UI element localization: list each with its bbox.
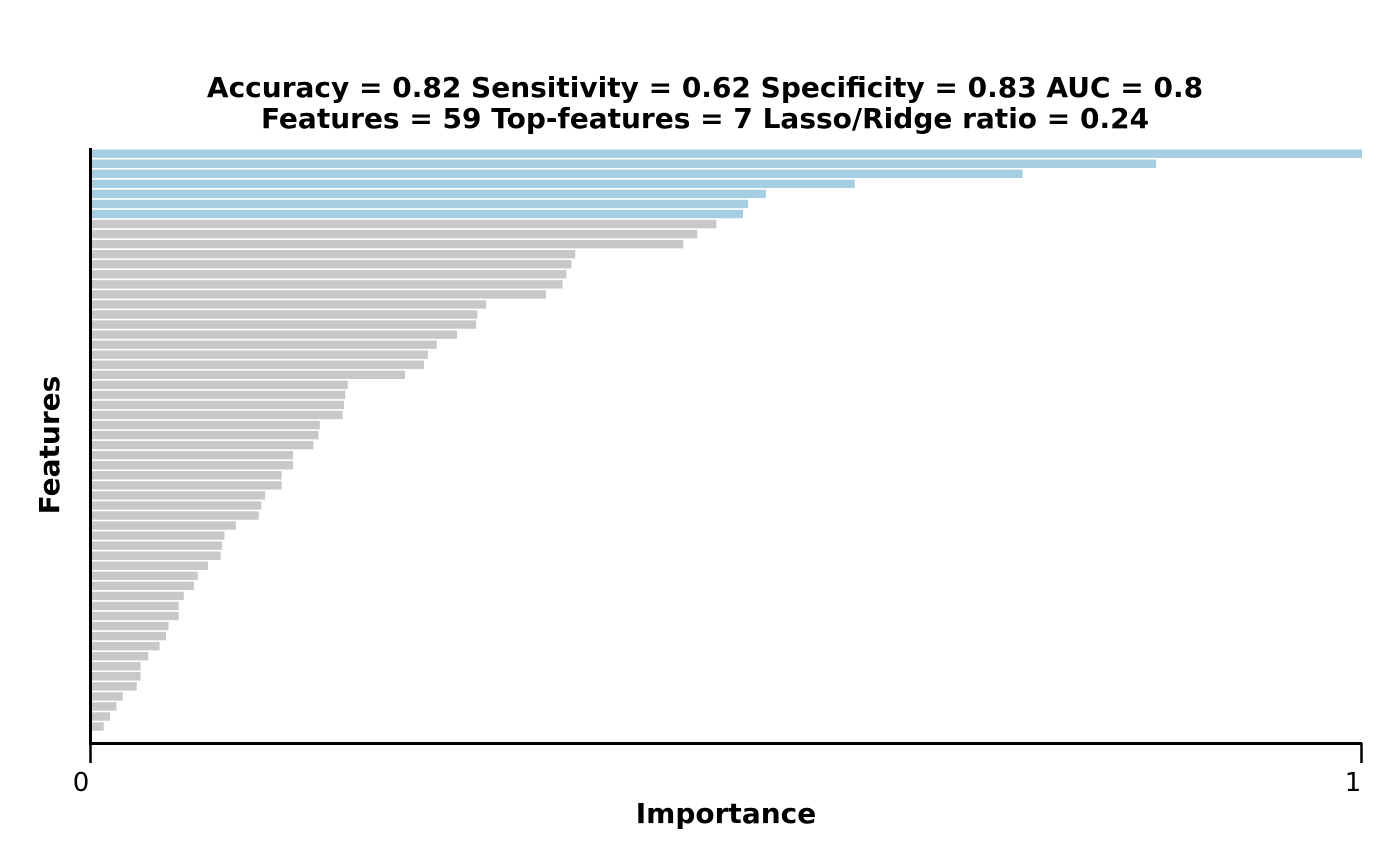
bar-43 <box>91 571 198 580</box>
bar-34 <box>91 481 282 490</box>
chart-title-line-2: Features = 59 Top-features = 7 Lasso/Rid… <box>261 102 1149 135</box>
bar-32 <box>91 461 294 470</box>
bar-47 <box>91 611 179 621</box>
bar-12 <box>91 260 572 269</box>
bar-24 <box>91 380 348 390</box>
bar-9 <box>91 229 698 239</box>
bar-20 <box>91 340 437 349</box>
bar-4 <box>91 179 855 189</box>
x-tick-label-1: 1 <box>1345 768 1362 798</box>
bar-33 <box>91 471 282 480</box>
y-axis-label: Features <box>33 376 66 515</box>
bar-25 <box>91 390 346 400</box>
bar-40 <box>91 541 222 550</box>
bar-27 <box>91 410 343 420</box>
bar-58 <box>91 722 104 731</box>
bar-19 <box>91 330 458 339</box>
bar-52 <box>91 662 141 671</box>
bar-50 <box>91 641 160 651</box>
bar-21 <box>91 350 428 359</box>
bar-23 <box>91 370 405 379</box>
bar-22 <box>91 360 424 369</box>
bar-18 <box>91 320 477 329</box>
bar-36 <box>91 501 262 510</box>
bar-1 <box>91 149 1362 158</box>
bar-51 <box>91 652 149 661</box>
x-tick-label-0: 0 <box>73 768 90 798</box>
bar-48 <box>91 621 169 631</box>
bar-41 <box>91 551 221 560</box>
bar-55 <box>91 692 123 701</box>
bars-group <box>91 149 1362 731</box>
bar-39 <box>91 531 225 540</box>
bar-11 <box>91 250 576 259</box>
bar-5 <box>91 189 766 199</box>
bar-42 <box>91 561 208 570</box>
bar-29 <box>91 430 319 440</box>
chart-title-line-1: Accuracy = 0.82 Sensitivity = 0.62 Speci… <box>207 71 1203 104</box>
bar-57 <box>91 712 111 721</box>
bar-13 <box>91 270 567 279</box>
bar-35 <box>91 491 266 500</box>
bar-46 <box>91 601 179 611</box>
bar-44 <box>91 581 194 591</box>
bar-30 <box>91 440 314 450</box>
bar-10 <box>91 239 684 249</box>
bar-26 <box>91 400 344 410</box>
bar-2 <box>91 159 1157 168</box>
x-axis-label: Importance <box>636 797 816 830</box>
bar-16 <box>91 300 487 309</box>
bar-3 <box>91 169 1023 178</box>
bar-17 <box>91 310 478 319</box>
bar-56 <box>91 702 117 711</box>
bar-37 <box>91 511 259 520</box>
bar-54 <box>91 682 137 691</box>
bar-38 <box>91 521 236 530</box>
bar-31 <box>91 451 294 460</box>
bar-45 <box>91 591 184 601</box>
bar-8 <box>91 219 717 229</box>
bar-14 <box>91 280 563 289</box>
bar-7 <box>91 209 744 219</box>
bar-49 <box>91 631 166 641</box>
bar-6 <box>91 199 749 209</box>
bar-15 <box>91 290 547 299</box>
bar-28 <box>91 420 320 430</box>
bar-53 <box>91 672 141 681</box>
